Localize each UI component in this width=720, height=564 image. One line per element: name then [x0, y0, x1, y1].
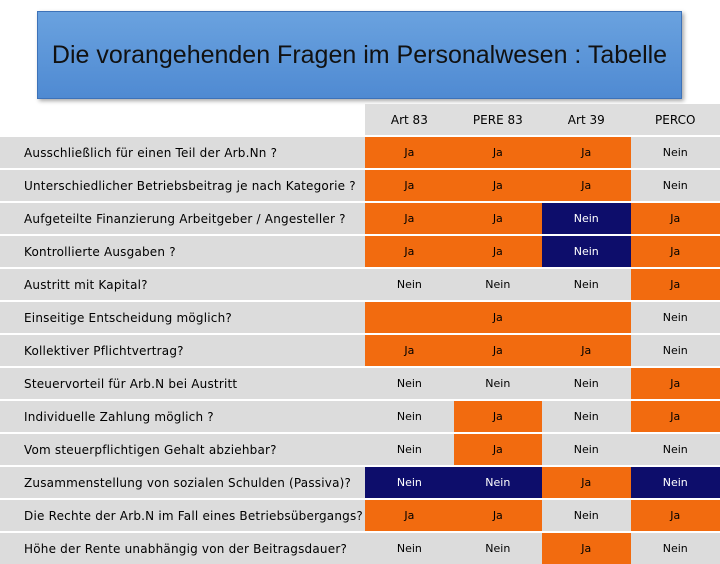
table-cell: Ja [631, 268, 720, 301]
table-cell: Nein [454, 367, 542, 400]
table-cell: Nein [454, 532, 542, 564]
table-row: Höhe der Rente unabhängig von der Beitra… [0, 532, 720, 564]
table-cell: Nein [365, 400, 453, 433]
column-header: Art 39 [542, 104, 630, 136]
table-row: Individuelle Zahlung möglich ? Nein Ja N… [0, 400, 720, 433]
table-cell: Ja [454, 169, 542, 202]
table-cell: Ja [631, 202, 720, 235]
table-cell: Ja [542, 136, 630, 169]
row-label: Kollektiver Pflichtvertrag? [0, 334, 365, 367]
table-cell: Nein [365, 532, 453, 564]
table-cell: Nein [365, 268, 453, 301]
table-cell: Ja [631, 400, 720, 433]
table-cell: Ja [454, 202, 542, 235]
table-cell: Ja [365, 499, 453, 532]
row-label: Zusammenstellung von sozialen Schulden (… [0, 466, 365, 499]
title-banner: Die vorangehenden Fragen im Personalwese… [37, 11, 682, 99]
row-label: Aufgeteilte Finanzierung Arbeitgeber / A… [0, 202, 365, 235]
table-cell: Nein [631, 136, 720, 169]
column-header: Art 83 [365, 104, 453, 136]
table-cell: Nein [365, 367, 453, 400]
row-label: Individuelle Zahlung möglich ? [0, 400, 365, 433]
table-cell: Ja [454, 136, 542, 169]
table-cell: Ja [454, 235, 542, 268]
table-cell: Nein [542, 268, 630, 301]
table-row: Kontrollierte Ausgaben ? Ja Ja Nein Ja [0, 235, 720, 268]
table-cell: Ja [631, 499, 720, 532]
table-cell: Nein [631, 301, 720, 334]
table-row: Steuervorteil für Arb.N bei Austritt Nei… [0, 367, 720, 400]
table-cell: Ja [631, 235, 720, 268]
row-label: Vom steuerpflichtigen Gehalt abziehbar? [0, 433, 365, 466]
row-label: Einseitige Entscheidung möglich? [0, 301, 365, 334]
table-row: Kollektiver Pflichtvertrag? Ja Ja Ja Nei… [0, 334, 720, 367]
table-cell: Ja [631, 367, 720, 400]
table-cell: Nein [542, 202, 630, 235]
table-cell: Nein [454, 268, 542, 301]
table-row: Zusammenstellung von sozialen Schulden (… [0, 466, 720, 499]
row-label: Ausschließlich für einen Teil der Arb.Nn… [0, 136, 365, 169]
page-title: Die vorangehenden Fragen im Personalwese… [50, 40, 670, 71]
table-row: Austritt mit Kapital? Nein Nein Nein Ja [0, 268, 720, 301]
table-row: Ausschließlich für einen Teil der Arb.Nn… [0, 136, 720, 169]
table-cell: Ja [542, 466, 630, 499]
merged-cell: Ja [365, 301, 630, 334]
row-label: Höhe der Rente unabhängig von der Beitra… [0, 532, 365, 564]
table-cell: Nein [542, 433, 630, 466]
column-header: PERE 83 [454, 104, 542, 136]
row-label: Die Rechte der Arb.N im Fall eines Betri… [0, 499, 365, 532]
table-cell: Nein [365, 466, 453, 499]
table-cell: Ja [454, 400, 542, 433]
comparison-table: Art 83 PERE 83 Art 39 PERCO Ausschließli… [0, 104, 720, 564]
table-cell: Nein [542, 400, 630, 433]
table-cell: Nein [542, 367, 630, 400]
table-cell: Nein [631, 334, 720, 367]
table-cell: Ja [454, 499, 542, 532]
table-cell: Nein [365, 433, 453, 466]
table-cell: Ja [365, 235, 453, 268]
table-row: Einseitige Entscheidung möglich? Ja Nein [0, 301, 720, 334]
table-row: Vom steuerpflichtigen Gehalt abziehbar? … [0, 433, 720, 466]
table-cell: Nein [542, 235, 630, 268]
header-row: Art 83 PERE 83 Art 39 PERCO [0, 104, 720, 136]
table-cell: Ja [542, 334, 630, 367]
header-blank [0, 104, 365, 136]
column-header: PERCO [631, 104, 720, 136]
row-label: Unterschiedlicher Betriebsbeitrag je nac… [0, 169, 365, 202]
row-label: Steuervorteil für Arb.N bei Austritt [0, 367, 365, 400]
table-cell: Ja [365, 202, 453, 235]
table-cell: Nein [542, 499, 630, 532]
row-label: Austritt mit Kapital? [0, 268, 365, 301]
table-cell: Ja [454, 334, 542, 367]
table-row: Unterschiedlicher Betriebsbeitrag je nac… [0, 169, 720, 202]
row-label: Kontrollierte Ausgaben ? [0, 235, 365, 268]
table-cell: Nein [454, 466, 542, 499]
table-cell: Ja [365, 169, 453, 202]
table-cell: Nein [631, 466, 720, 499]
table-cell: Ja [542, 532, 630, 564]
table-cell: Nein [631, 532, 720, 564]
table-cell: Ja [365, 136, 453, 169]
table-cell: Ja [454, 433, 542, 466]
table-cell: Ja [542, 169, 630, 202]
table-row: Die Rechte der Arb.N im Fall eines Betri… [0, 499, 720, 532]
table-cell: Ja [365, 334, 453, 367]
table-cell: Nein [631, 433, 720, 466]
table-cell: Nein [631, 169, 720, 202]
table-row: Aufgeteilte Finanzierung Arbeitgeber / A… [0, 202, 720, 235]
